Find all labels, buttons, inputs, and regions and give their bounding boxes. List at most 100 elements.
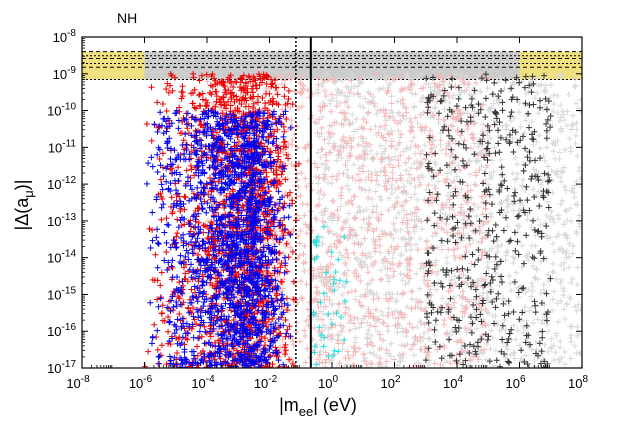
- data-point: [515, 251, 522, 258]
- data-point: [232, 78, 239, 85]
- data-point: [375, 217, 382, 224]
- data-point: [568, 279, 575, 286]
- data-point: [352, 334, 359, 341]
- data-point: [465, 79, 472, 86]
- data-point: [537, 155, 544, 162]
- data-point: [508, 96, 515, 103]
- data-point: [413, 223, 420, 230]
- data-point: [366, 289, 373, 296]
- data-point: [406, 267, 413, 274]
- data-point: [505, 358, 512, 365]
- data-point: [511, 229, 518, 236]
- data-point: [344, 348, 351, 355]
- data-point: [561, 306, 568, 313]
- data-point: [325, 310, 332, 317]
- data-point: [295, 104, 302, 111]
- data-point: [381, 168, 388, 175]
- data-point: [315, 90, 322, 97]
- data-point: [350, 193, 357, 200]
- data-point: [385, 305, 392, 312]
- data-point: [395, 184, 402, 191]
- data-point: [499, 322, 506, 329]
- data-point: [506, 138, 513, 145]
- data-point: [304, 157, 311, 164]
- data-point: [318, 161, 325, 168]
- data-point: [534, 228, 541, 235]
- data-point: [441, 317, 448, 324]
- data-point: [501, 296, 508, 303]
- data-point: [315, 304, 322, 311]
- data-point: [329, 301, 336, 308]
- data-point: [481, 154, 488, 161]
- data-point: [356, 74, 363, 81]
- data-point: [417, 265, 424, 272]
- data-point: [423, 186, 430, 193]
- data-point: [432, 229, 439, 236]
- data-point: [492, 222, 499, 229]
- data-point: [178, 88, 185, 95]
- data-point: [388, 107, 395, 114]
- data-point: [446, 132, 453, 139]
- data-point: [428, 301, 435, 308]
- data-point: [569, 275, 576, 282]
- data-point: [490, 169, 497, 176]
- data-point: [510, 115, 517, 122]
- data-point: [453, 357, 460, 364]
- data-point: [365, 109, 372, 116]
- data-point: [406, 171, 413, 178]
- data-point: [460, 162, 467, 169]
- data-point: [400, 113, 407, 120]
- data-point: [569, 250, 576, 257]
- data-point: [542, 220, 549, 227]
- data-point: [545, 348, 552, 355]
- data-point: [490, 100, 497, 107]
- data-point: [372, 306, 379, 313]
- data-point: [317, 154, 324, 161]
- data-point: [281, 77, 288, 84]
- data-point: [510, 207, 517, 214]
- data-point: [487, 175, 494, 182]
- data-point: [459, 265, 466, 272]
- data-point: [482, 306, 489, 313]
- data-point: [454, 219, 461, 226]
- data-point: [467, 118, 474, 125]
- data-point: [421, 307, 428, 314]
- data-point: [491, 79, 498, 86]
- data-point: [470, 279, 477, 286]
- data-point: [303, 281, 310, 288]
- data-point: [381, 256, 388, 263]
- data-point: [439, 127, 446, 134]
- data-point: [330, 144, 337, 151]
- data-point: [450, 232, 457, 239]
- data-point: [573, 230, 580, 237]
- data-point: [523, 117, 530, 124]
- points-layer: [142, 70, 582, 368]
- data-point: [412, 183, 419, 190]
- data-point: [462, 104, 469, 111]
- data-point: [495, 127, 502, 134]
- data-point: [274, 91, 281, 98]
- data-point: [371, 71, 378, 78]
- data-point: [394, 243, 401, 250]
- data-point: [341, 110, 348, 117]
- data-point: [329, 217, 336, 224]
- data-point: [328, 316, 335, 323]
- data-point: [473, 325, 480, 332]
- data-point: [387, 340, 394, 347]
- data-point: [317, 187, 324, 194]
- data-point: [460, 109, 467, 116]
- data-point: [510, 148, 517, 155]
- data-point: [553, 233, 560, 240]
- data-point: [385, 154, 392, 161]
- data-point: [368, 171, 375, 178]
- data-point: [340, 170, 347, 177]
- data-point: [202, 340, 209, 347]
- data-point: [326, 133, 333, 140]
- data-point: [458, 185, 465, 192]
- data-point: [424, 277, 431, 284]
- data-point: [352, 214, 359, 221]
- data-point: [497, 156, 504, 163]
- data-point: [476, 292, 483, 299]
- data-point: [403, 211, 410, 218]
- data-point: [478, 193, 485, 200]
